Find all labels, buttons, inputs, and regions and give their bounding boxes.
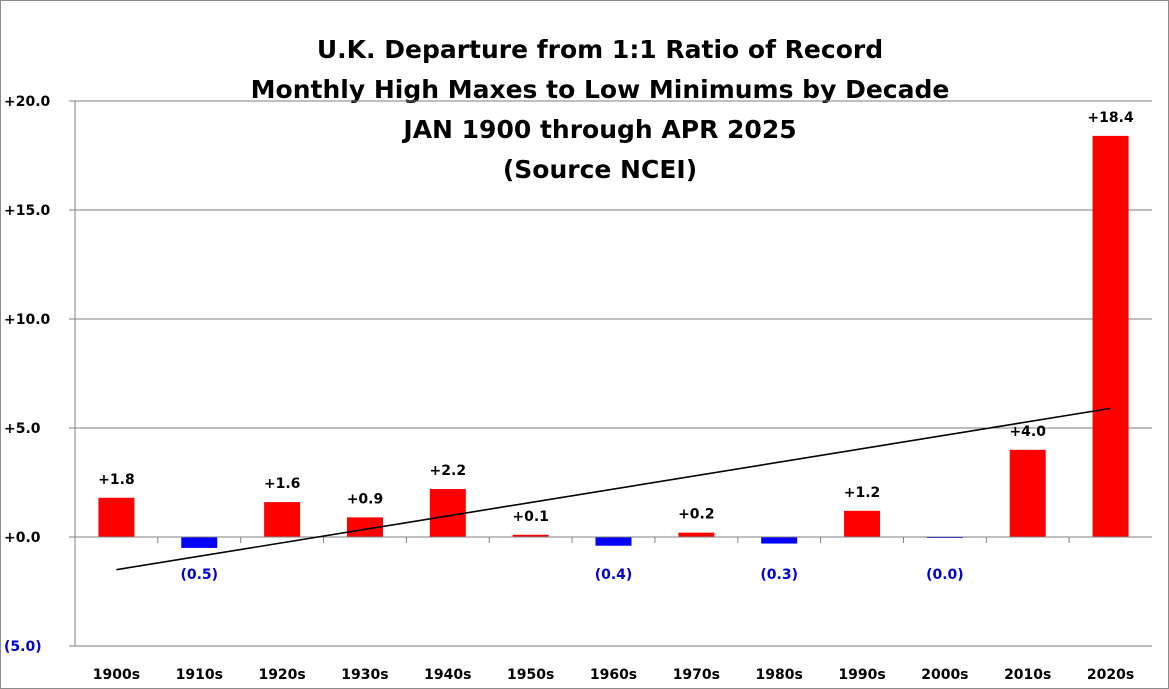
x-tick-label: 2020s (1087, 667, 1134, 683)
bar (595, 537, 632, 546)
bar (844, 510, 881, 537)
y-tick-label: +5.0 (4, 421, 41, 437)
x-tick-label: 1990s (838, 667, 885, 683)
data-label: +0.1 (512, 509, 549, 525)
x-tick-label: 1920s (258, 667, 305, 683)
y-tick-label: +20.0 (4, 94, 51, 110)
bar (1009, 449, 1046, 537)
y-tick-label: +15.0 (4, 203, 51, 219)
data-label: +1.2 (844, 485, 881, 501)
bar (346, 517, 383, 537)
bar (678, 532, 715, 537)
bar (264, 502, 301, 537)
data-label: (0.3) (760, 567, 798, 583)
x-tick-label: 1940s (424, 667, 471, 683)
data-label: +1.6 (264, 476, 301, 492)
data-label: +0.9 (347, 491, 384, 507)
x-tick-label: 1900s (93, 667, 140, 683)
x-tick-label: 1970s (673, 667, 720, 683)
x-tick-label: 1950s (507, 667, 554, 683)
data-label: (0.5) (180, 567, 218, 583)
chart-title-line-4: (Source NCEI) (502, 155, 698, 184)
x-tick-label: 1930s (341, 667, 388, 683)
x-tick-label: 2000s (921, 667, 968, 683)
bar (181, 537, 218, 548)
chart-title-line-1: U.K. Departure from 1:1 Ratio of Record (316, 35, 884, 64)
x-tick-label: 1980s (756, 667, 803, 683)
y-tick-label: +0.0 (4, 530, 41, 546)
x-tick-label: 1960s (590, 667, 637, 683)
data-label: (0.0) (926, 567, 964, 583)
y-tick-label: (5.0) (4, 639, 42, 655)
data-label: +2.2 (430, 463, 467, 479)
chart-title-line-2: Monthly High Maxes to Low Minimums by De… (250, 75, 950, 104)
bar (429, 489, 466, 537)
x-tick-label: 1910s (176, 667, 223, 683)
y-tick-label: +10.0 (4, 312, 51, 328)
bar (761, 537, 798, 544)
data-label: (0.4) (595, 567, 633, 583)
data-label: +1.8 (98, 472, 135, 488)
data-label: +0.2 (678, 507, 715, 523)
bar (98, 497, 135, 537)
x-tick-label: 2010s (1004, 667, 1051, 683)
chart-title-line-3: JAN 1900 through APR 2025 (403, 115, 797, 144)
trendline (116, 407, 1111, 571)
data-label: +4.0 (1009, 424, 1046, 440)
data-label: +18.4 (1087, 110, 1134, 126)
bar (512, 534, 549, 537)
bar (1092, 135, 1129, 537)
chart-title: U.K. Departure from 1:1 Ratio of Record … (230, 30, 970, 190)
